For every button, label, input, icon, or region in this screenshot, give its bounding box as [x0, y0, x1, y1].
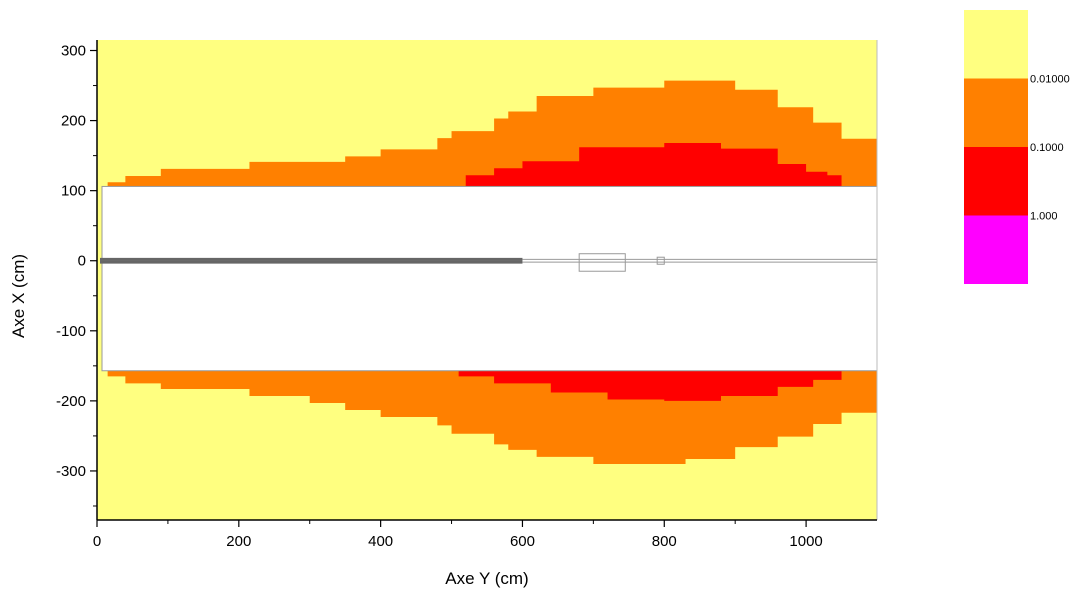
legend-label: 0.01000: [1030, 74, 1070, 86]
y-axis-title: Axe X (cm): [9, 254, 28, 338]
legend-swatch: [964, 78, 1028, 147]
y-tick-label: -100: [56, 323, 86, 340]
x-tick-label: 600: [510, 533, 535, 550]
y-tick-label: 0: [78, 253, 86, 270]
y-tick-label: -200: [56, 393, 86, 410]
y-tick-label: 200: [61, 113, 86, 130]
plot-area: [97, 40, 878, 520]
y-tick-label: 100: [61, 183, 86, 200]
legend-swatch: [964, 147, 1028, 216]
x-tick-label: 200: [226, 533, 251, 550]
shielding-cutout: [101, 185, 878, 372]
x-tick-label: 1000: [789, 533, 822, 550]
color-legend: 0.01000 0.1000 1.000: [964, 10, 1070, 284]
target-box: [578, 253, 626, 272]
heatmap-region-0.1-bottom: [458, 370, 842, 401]
x-tick-label: 400: [368, 533, 393, 550]
legend-swatch: [964, 215, 1028, 284]
legend-label: 0.1000: [1030, 142, 1064, 154]
x-tick-label: 0: [93, 533, 101, 550]
y-tick-label: -300: [56, 463, 86, 480]
x-tick-label: 800: [652, 533, 677, 550]
y-tick-label: 300: [61, 43, 86, 60]
heatmap-region-0.1-top: [465, 143, 842, 187]
legend-swatch: [964, 10, 1028, 79]
legend-label: 1.000: [1030, 211, 1058, 223]
x-axis-title: Axe Y (cm): [445, 569, 528, 588]
detector-box: [656, 256, 665, 265]
